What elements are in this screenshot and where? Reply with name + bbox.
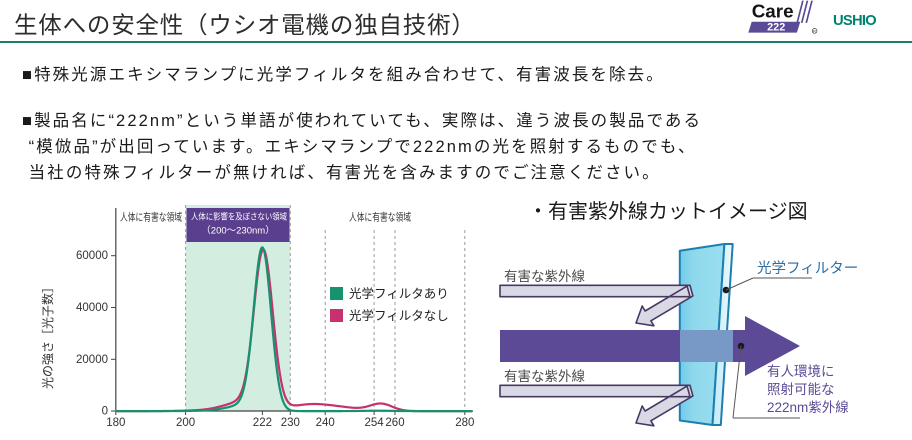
svg-text:20000: 20000: [76, 354, 108, 366]
svg-text:・有害紫外線カットイメージ図: ・有害紫外線カットイメージ図: [528, 200, 808, 223]
svg-text:光学フィルタなし: 光学フィルタなし: [349, 308, 449, 323]
svg-text:照射可能な: 照射可能な: [767, 382, 835, 397]
svg-text:光学フィルター: 光学フィルター: [757, 260, 858, 277]
svg-text:254: 254: [365, 417, 385, 429]
svg-text:（200～230nm）: （200～230nm）: [201, 225, 274, 237]
svg-text:0: 0: [102, 406, 108, 418]
svg-text:光学フィルタあり: 光学フィルタあり: [349, 286, 449, 301]
svg-text:260: 260: [385, 417, 404, 429]
svg-text:人体に影響を及ぼさない領域: 人体に影響を及ぼさない領域: [191, 212, 288, 222]
svg-text:222nm紫外線: 222nm紫外線: [767, 400, 849, 415]
svg-text:230: 230: [281, 417, 300, 429]
svg-text:光の強さ［光子数］: 光の強さ［光子数］: [40, 281, 55, 389]
svg-text:280: 280: [455, 417, 474, 429]
svg-text:222: 222: [253, 417, 272, 429]
svg-text:40000: 40000: [76, 302, 108, 314]
svg-text:180: 180: [106, 417, 125, 429]
svg-text:有害な紫外線: 有害な紫外線: [504, 369, 585, 384]
svg-text:人体に有害な領域: 人体に有害な領域: [349, 211, 411, 224]
svg-text:200: 200: [176, 417, 195, 429]
svg-text:有人環境に: 有人環境に: [767, 364, 835, 379]
svg-text:60000: 60000: [76, 250, 108, 262]
svg-text:240: 240: [316, 417, 335, 429]
svg-text:人体に有害な領域: 人体に有害な領域: [120, 211, 182, 224]
svg-text:有害な紫外線: 有害な紫外線: [504, 269, 585, 284]
